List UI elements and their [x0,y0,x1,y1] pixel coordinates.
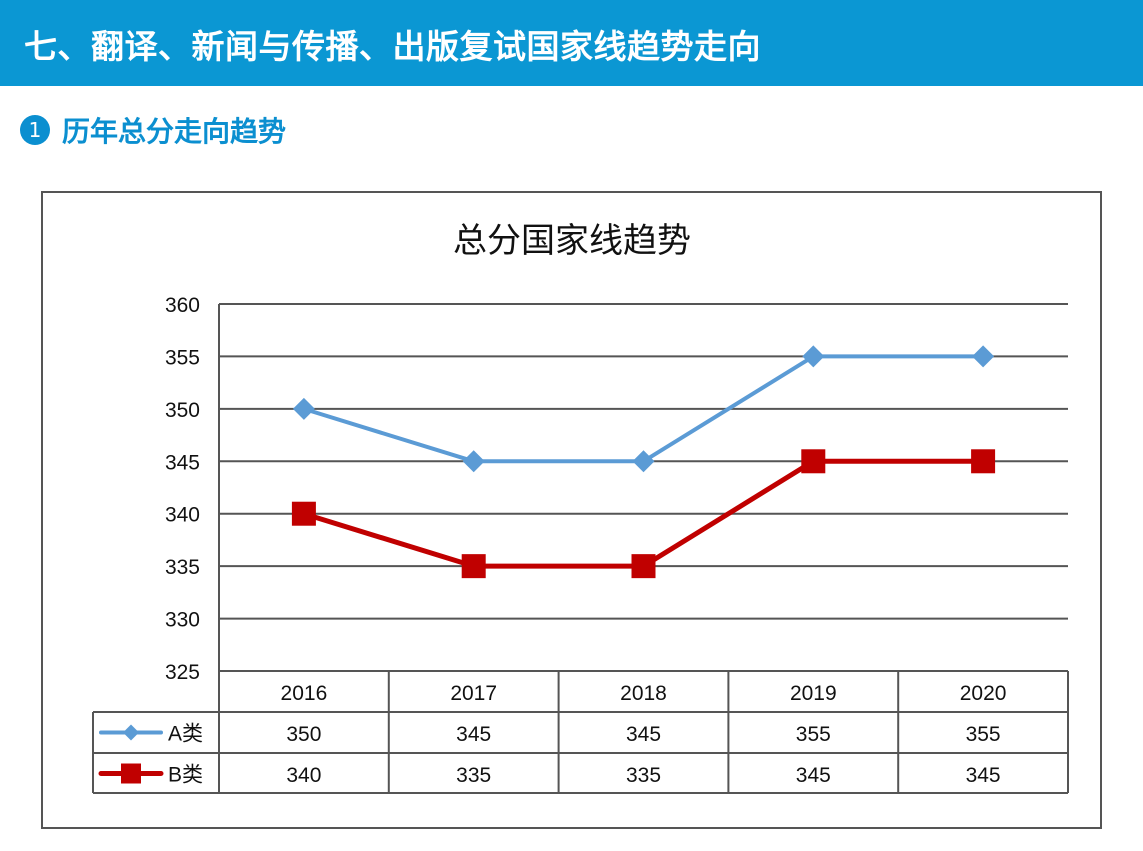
legend-marker [123,724,139,741]
legend-marker [121,763,141,784]
data-table-value: 345 [796,764,831,787]
data-table-value: 355 [966,723,1001,746]
x-tick-label: 2018 [620,682,667,705]
data-point-marker [461,554,486,579]
section-number-badge: 1 [20,115,50,145]
data-point-marker [292,397,315,420]
data-point-marker [291,501,316,526]
x-tick-label: 2016 [281,682,328,705]
data-point-marker [632,450,655,473]
y-tick-label: 325 [165,661,200,684]
data-table-value: 345 [966,764,1001,787]
data-point-marker [802,345,825,368]
y-tick-label: 340 [165,504,200,527]
y-tick-label: 330 [165,609,200,632]
x-tick-label: 2020 [960,682,1007,705]
data-table-value: 340 [286,764,321,787]
x-tick-label: 2017 [450,682,497,705]
legend-label: A类 [168,723,203,746]
data-point-marker [631,554,656,579]
y-tick-label: 350 [165,399,200,422]
data-table-value: 345 [626,723,661,746]
data-point-marker [971,449,996,474]
y-tick-label: 335 [165,556,200,579]
data-table-value: 350 [286,723,321,746]
legend-label: B类 [168,764,203,787]
data-table-value: 345 [456,723,491,746]
page-title: 七、翻译、新闻与传播、出版复试国家线趋势走向 [24,27,761,66]
data-table-value: 335 [626,764,661,787]
y-tick-label: 345 [165,451,200,474]
header-bar: 七、翻译、新闻与传播、出版复试国家线趋势走向 [0,0,1143,86]
data-point-marker [801,449,826,474]
y-tick-label: 355 [165,346,200,369]
data-point-marker [972,345,995,368]
section-title: 历年总分走向趋势 [62,115,287,148]
data-table-value: 355 [796,723,831,746]
data-point-marker [462,450,485,473]
y-tick-label: 360 [165,294,200,317]
x-tick-label: 2019 [790,682,837,705]
data-table-value: 335 [456,764,491,787]
chart-title: 总分国家线趋势 [453,221,691,261]
section-heading: 1 历年总分走向趋势 [20,110,286,150]
